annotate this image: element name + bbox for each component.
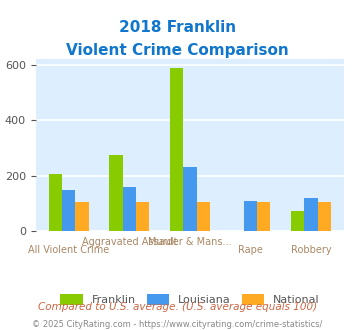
Bar <box>304 198 318 231</box>
Bar <box>76 203 89 231</box>
Bar <box>109 155 123 231</box>
Text: © 2025 CityRating.com - https://www.cityrating.com/crime-statistics/: © 2025 CityRating.com - https://www.city… <box>32 320 323 329</box>
Bar <box>257 203 271 231</box>
Legend: Franklin, Louisiana, National: Franklin, Louisiana, National <box>55 288 325 311</box>
Text: Rape: Rape <box>238 245 263 255</box>
Text: All Violent Crime: All Violent Crime <box>28 245 109 255</box>
Text: Aggravated Assault: Aggravated Assault <box>82 237 177 247</box>
Text: Violent Crime Comparison: Violent Crime Comparison <box>66 43 289 58</box>
Bar <box>291 211 304 231</box>
Bar <box>136 203 149 231</box>
Bar <box>123 187 136 231</box>
Bar <box>318 203 331 231</box>
Bar <box>62 190 76 231</box>
Text: Compared to U.S. average. (U.S. average equals 100): Compared to U.S. average. (U.S. average … <box>38 302 317 312</box>
Bar <box>49 174 62 231</box>
Bar <box>197 203 210 231</box>
Text: Robbery: Robbery <box>291 245 331 255</box>
Text: Murder & Mans...: Murder & Mans... <box>148 237 232 247</box>
Bar <box>183 167 197 231</box>
Bar <box>244 201 257 231</box>
Bar <box>170 68 183 231</box>
Text: 2018 Franklin: 2018 Franklin <box>119 20 236 35</box>
